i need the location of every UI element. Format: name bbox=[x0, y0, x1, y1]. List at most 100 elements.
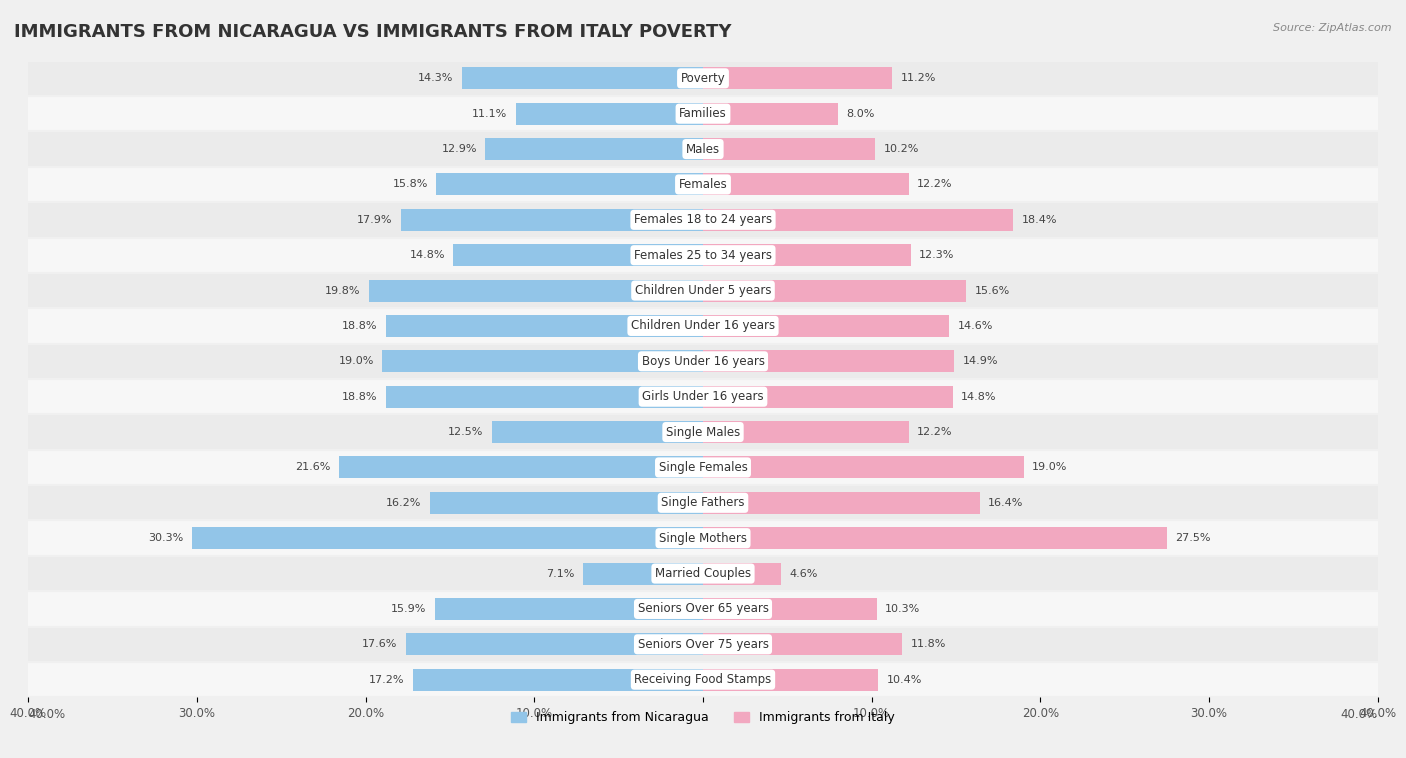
Bar bbox=[430, 492, 703, 514]
Text: 15.9%: 15.9% bbox=[391, 604, 426, 614]
Bar bbox=[485, 138, 703, 160]
Text: IMMIGRANTS FROM NICARAGUA VS IMMIGRANTS FROM ITALY POVERTY: IMMIGRANTS FROM NICARAGUA VS IMMIGRANTS … bbox=[14, 23, 731, 41]
Bar bbox=[703, 103, 838, 124]
Bar bbox=[703, 315, 949, 337]
Bar bbox=[28, 627, 1378, 662]
Bar bbox=[461, 67, 703, 89]
Text: 14.9%: 14.9% bbox=[963, 356, 998, 366]
Text: Seniors Over 65 years: Seniors Over 65 years bbox=[637, 603, 769, 615]
Text: Seniors Over 75 years: Seniors Over 75 years bbox=[637, 637, 769, 651]
Bar bbox=[382, 350, 703, 372]
Bar bbox=[703, 492, 980, 514]
Text: 21.6%: 21.6% bbox=[295, 462, 330, 472]
Bar bbox=[703, 244, 911, 266]
Bar bbox=[28, 485, 1378, 521]
Text: Receiving Food Stamps: Receiving Food Stamps bbox=[634, 673, 772, 686]
Text: 15.8%: 15.8% bbox=[392, 180, 427, 190]
Bar bbox=[703, 209, 1014, 230]
Text: 12.2%: 12.2% bbox=[917, 427, 953, 437]
Bar bbox=[413, 669, 703, 691]
Text: 12.9%: 12.9% bbox=[441, 144, 477, 154]
Text: 16.2%: 16.2% bbox=[385, 498, 422, 508]
Text: 30.3%: 30.3% bbox=[148, 533, 183, 543]
Bar bbox=[28, 61, 1378, 96]
Bar bbox=[28, 662, 1378, 697]
Text: 14.8%: 14.8% bbox=[409, 250, 444, 260]
Text: Children Under 16 years: Children Under 16 years bbox=[631, 319, 775, 333]
Text: 40.0%: 40.0% bbox=[1341, 708, 1378, 721]
Text: 19.0%: 19.0% bbox=[1032, 462, 1067, 472]
Bar bbox=[516, 103, 703, 124]
Text: 18.8%: 18.8% bbox=[342, 321, 377, 331]
Text: 17.6%: 17.6% bbox=[363, 639, 398, 650]
Bar bbox=[339, 456, 703, 478]
Text: 40.0%: 40.0% bbox=[28, 708, 65, 721]
Bar bbox=[28, 96, 1378, 131]
Text: Females 18 to 24 years: Females 18 to 24 years bbox=[634, 213, 772, 227]
Bar bbox=[703, 280, 966, 302]
Bar bbox=[368, 280, 703, 302]
Bar bbox=[453, 244, 703, 266]
Text: 10.3%: 10.3% bbox=[886, 604, 921, 614]
Bar bbox=[436, 174, 703, 196]
Text: Single Females: Single Females bbox=[658, 461, 748, 474]
Bar bbox=[434, 598, 703, 620]
Text: Poverty: Poverty bbox=[681, 72, 725, 85]
Text: Females: Females bbox=[679, 178, 727, 191]
Text: Children Under 5 years: Children Under 5 years bbox=[634, 284, 772, 297]
Text: 10.4%: 10.4% bbox=[887, 675, 922, 684]
Bar bbox=[703, 634, 903, 655]
Bar bbox=[703, 67, 891, 89]
Bar bbox=[28, 202, 1378, 237]
Text: 14.3%: 14.3% bbox=[418, 74, 453, 83]
Text: Single Mothers: Single Mothers bbox=[659, 531, 747, 545]
Text: 19.8%: 19.8% bbox=[325, 286, 360, 296]
Bar bbox=[385, 386, 703, 408]
Text: 7.1%: 7.1% bbox=[547, 568, 575, 578]
Text: Families: Families bbox=[679, 107, 727, 121]
Text: 17.2%: 17.2% bbox=[368, 675, 405, 684]
Bar bbox=[28, 591, 1378, 627]
Bar bbox=[28, 379, 1378, 415]
Text: 11.1%: 11.1% bbox=[472, 108, 508, 119]
Bar bbox=[28, 415, 1378, 449]
Text: 16.4%: 16.4% bbox=[988, 498, 1024, 508]
Text: 11.2%: 11.2% bbox=[900, 74, 936, 83]
Bar bbox=[703, 174, 908, 196]
Bar bbox=[703, 138, 875, 160]
Text: 8.0%: 8.0% bbox=[846, 108, 875, 119]
Text: 4.6%: 4.6% bbox=[789, 568, 817, 578]
Bar bbox=[28, 343, 1378, 379]
Bar bbox=[28, 167, 1378, 202]
Bar bbox=[28, 449, 1378, 485]
Bar bbox=[191, 528, 703, 549]
Text: Females 25 to 34 years: Females 25 to 34 years bbox=[634, 249, 772, 262]
Legend: Immigrants from Nicaragua, Immigrants from Italy: Immigrants from Nicaragua, Immigrants fr… bbox=[506, 706, 900, 729]
Text: 11.8%: 11.8% bbox=[911, 639, 946, 650]
Text: 27.5%: 27.5% bbox=[1175, 533, 1211, 543]
Text: 14.8%: 14.8% bbox=[962, 392, 997, 402]
Bar bbox=[28, 131, 1378, 167]
Bar bbox=[703, 421, 908, 443]
Bar bbox=[401, 209, 703, 230]
Text: 17.9%: 17.9% bbox=[357, 215, 392, 225]
Text: 10.2%: 10.2% bbox=[883, 144, 920, 154]
Text: Source: ZipAtlas.com: Source: ZipAtlas.com bbox=[1274, 23, 1392, 33]
Bar bbox=[583, 562, 703, 584]
Text: Girls Under 16 years: Girls Under 16 years bbox=[643, 390, 763, 403]
Bar bbox=[28, 237, 1378, 273]
Text: 12.3%: 12.3% bbox=[920, 250, 955, 260]
Bar bbox=[703, 456, 1024, 478]
Bar bbox=[703, 350, 955, 372]
Bar bbox=[703, 669, 879, 691]
Bar bbox=[492, 421, 703, 443]
Bar bbox=[385, 315, 703, 337]
Bar bbox=[703, 528, 1167, 549]
Bar bbox=[703, 386, 953, 408]
Text: 12.2%: 12.2% bbox=[917, 180, 953, 190]
Bar bbox=[28, 309, 1378, 343]
Bar bbox=[406, 634, 703, 655]
Text: Single Fathers: Single Fathers bbox=[661, 496, 745, 509]
Text: 18.8%: 18.8% bbox=[342, 392, 377, 402]
Bar bbox=[703, 598, 877, 620]
